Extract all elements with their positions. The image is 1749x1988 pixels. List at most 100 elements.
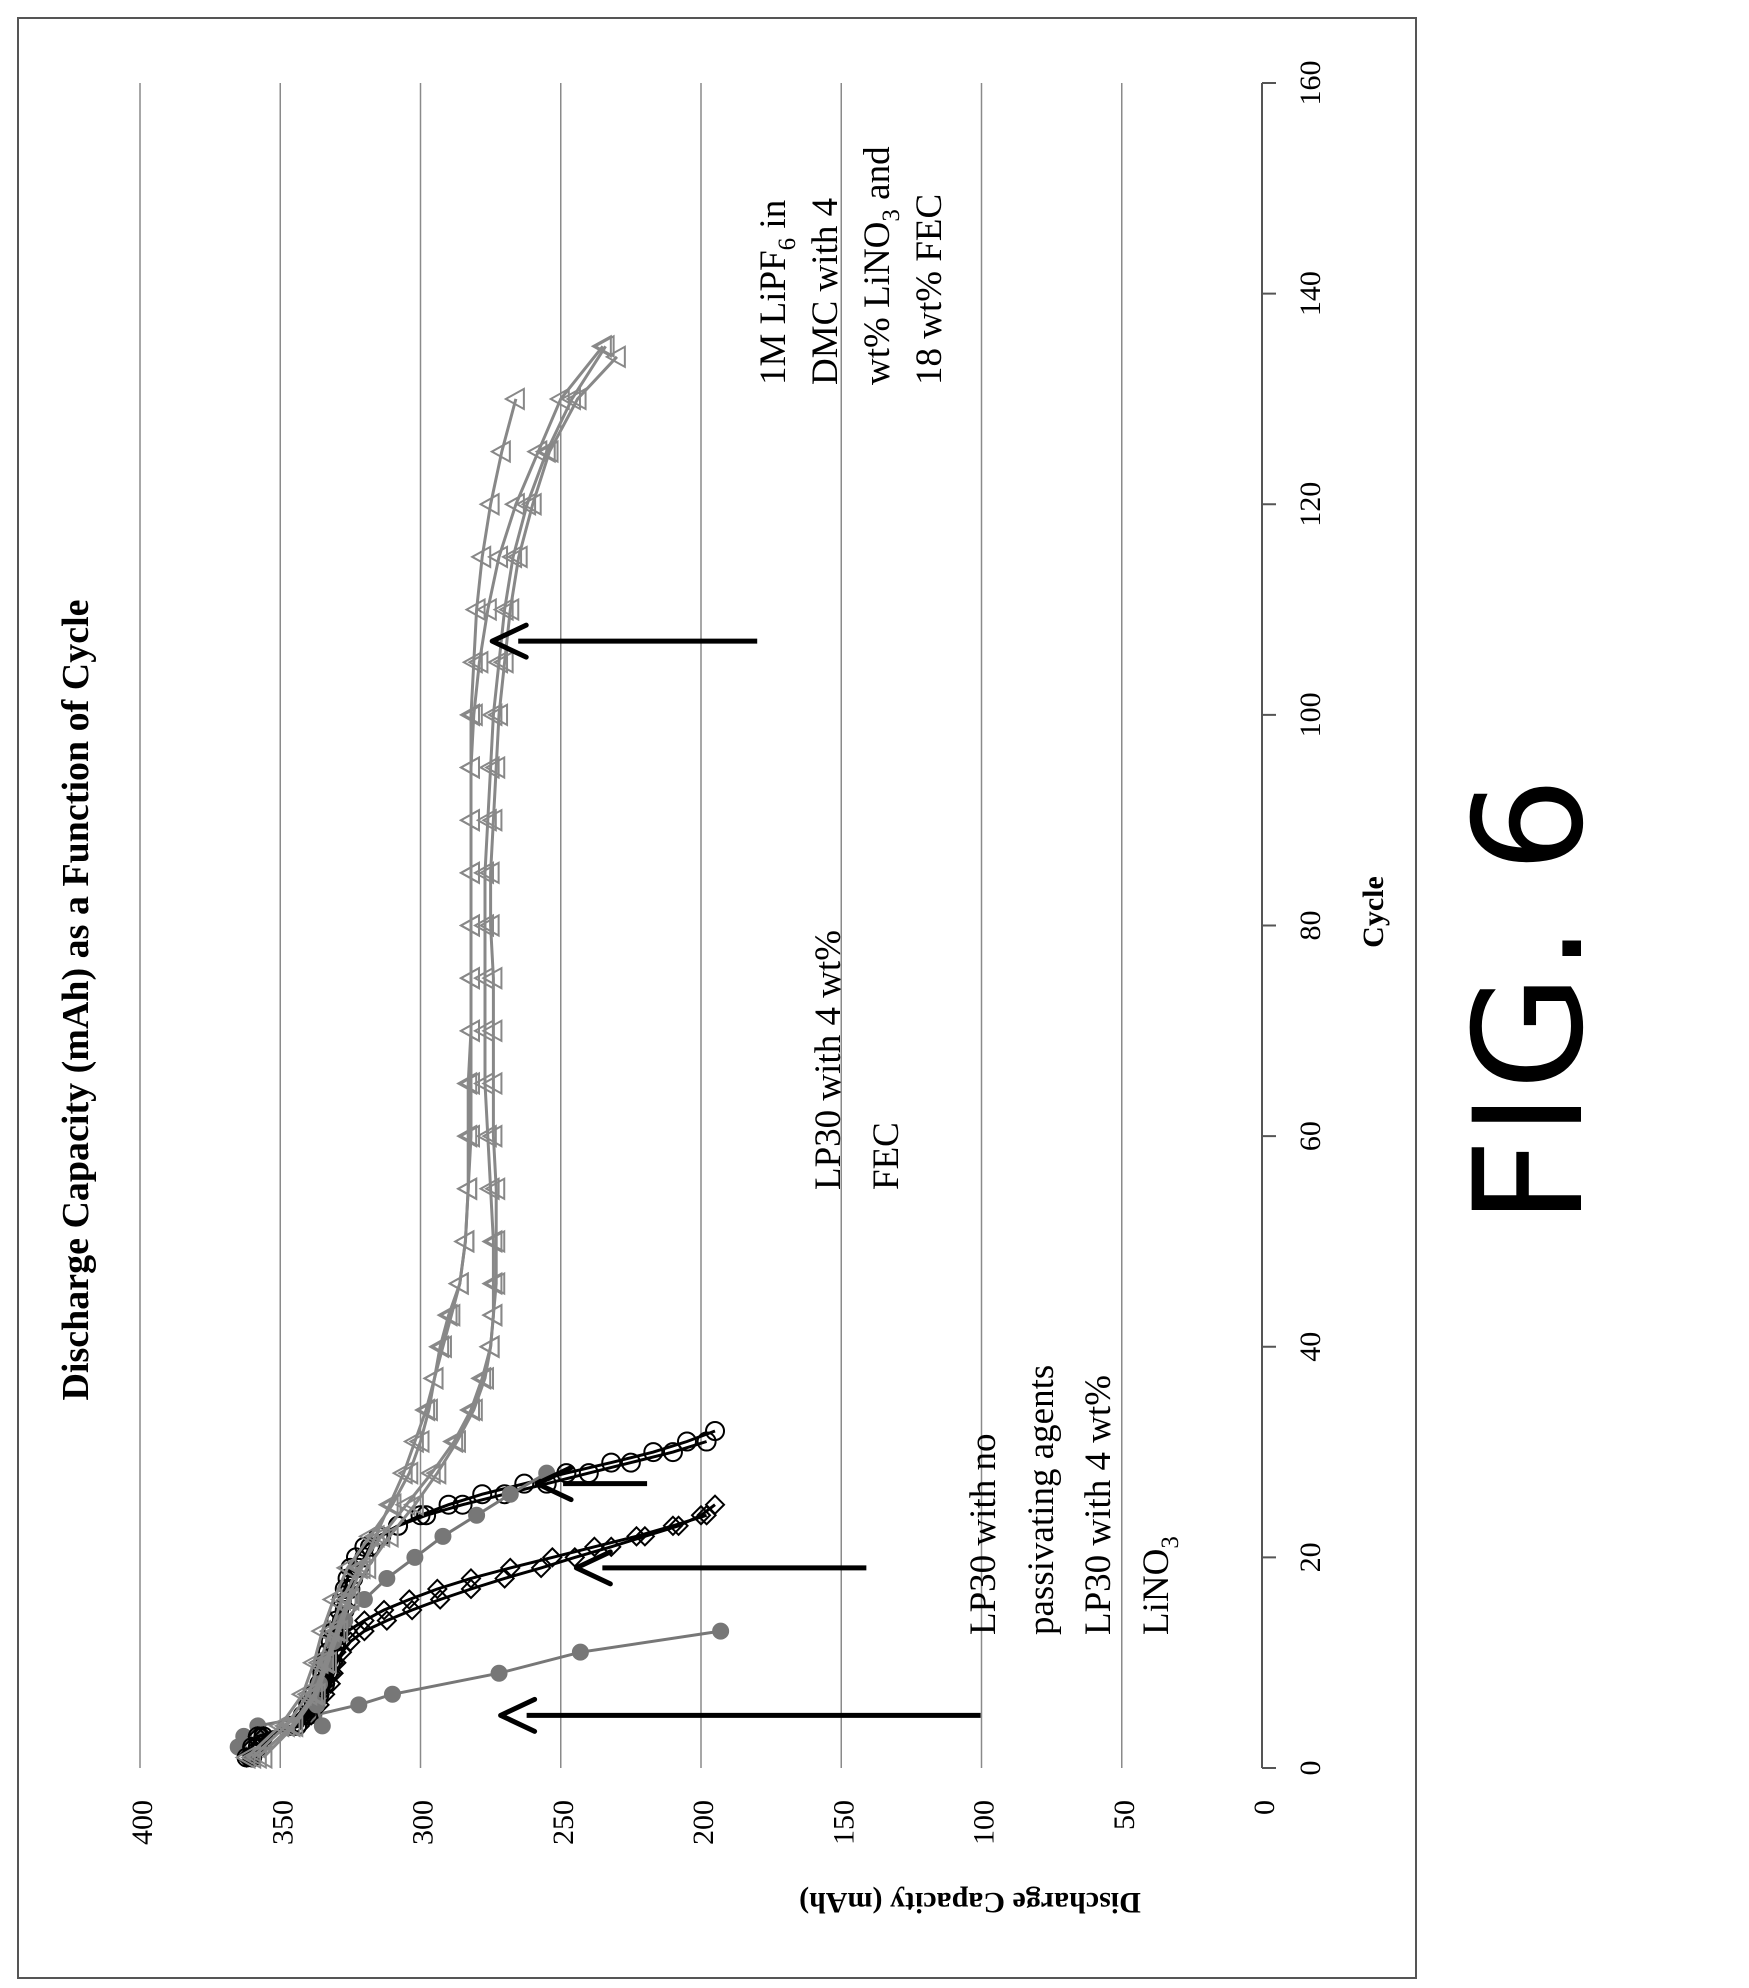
axes: 0 50 100 150 200 250 300 350 400 0 20 40 60 80 100 120 1… xyxy=(126,61,1327,1846)
data-point xyxy=(534,439,556,464)
data-point xyxy=(401,1599,423,1621)
data-point xyxy=(373,1599,395,1621)
figure-label: FIG. 6 xyxy=(1443,775,1617,1225)
data-point xyxy=(593,334,615,358)
data-point xyxy=(458,703,480,727)
data-point xyxy=(377,1524,399,1549)
data-point xyxy=(484,1177,506,1201)
y-tick-label: 400 xyxy=(126,1800,159,1845)
data-point xyxy=(481,808,503,832)
data-point xyxy=(600,1536,622,1558)
arrow-head xyxy=(498,1696,538,1734)
data-point xyxy=(475,1124,497,1148)
data-point xyxy=(444,1429,466,1454)
data-point xyxy=(494,1568,516,1589)
data-point xyxy=(634,1525,656,1547)
arrow-head xyxy=(573,1549,613,1587)
data-point xyxy=(456,1177,478,1201)
data-point xyxy=(408,1429,430,1454)
data-point xyxy=(643,1442,664,1463)
data-point xyxy=(453,1229,475,1254)
annotation-lp30-none: LP30 with no passivating agents xyxy=(963,1365,1062,1635)
data-point xyxy=(676,1431,697,1452)
data-point xyxy=(458,1019,480,1043)
data-point xyxy=(481,1124,503,1148)
arrow-head xyxy=(534,1465,574,1503)
data-point xyxy=(501,545,523,569)
x-tick-label: 80 xyxy=(1294,911,1327,941)
data-point xyxy=(313,1650,335,1675)
data-point xyxy=(327,1619,349,1643)
series-line xyxy=(245,345,604,1759)
data-point xyxy=(353,1620,375,1642)
data-point xyxy=(571,1643,589,1661)
data-point xyxy=(438,1494,459,1515)
data-point xyxy=(426,1578,448,1600)
data-point xyxy=(398,1589,420,1610)
data-point xyxy=(484,1271,506,1296)
data-point xyxy=(301,1650,323,1675)
data-point xyxy=(430,1335,452,1359)
data-point xyxy=(478,861,500,885)
gridlines xyxy=(139,83,1123,1768)
chart-border xyxy=(17,17,1417,1979)
data-point xyxy=(377,1493,399,1517)
data-point xyxy=(705,1421,726,1441)
data-point xyxy=(468,1506,486,1524)
data-point xyxy=(514,1473,535,1494)
data-point xyxy=(402,1493,424,1517)
data-point xyxy=(245,1745,267,1770)
data-point xyxy=(470,1366,492,1391)
data-point xyxy=(428,1335,450,1359)
data-point xyxy=(472,861,495,885)
data-point xyxy=(662,1442,683,1463)
data-point xyxy=(240,1745,262,1770)
data-point xyxy=(472,966,495,990)
chart-text: Discharge Capacity (mAh) as a Function o… xyxy=(55,599,1390,1919)
data-point xyxy=(349,1556,371,1580)
annotation-arrows xyxy=(489,622,981,1734)
data-point xyxy=(506,545,528,569)
data-point xyxy=(484,1229,506,1254)
data-point xyxy=(478,1335,500,1359)
data-point xyxy=(486,703,509,727)
data-point xyxy=(478,913,500,938)
series-line xyxy=(251,355,618,1759)
data-point xyxy=(470,545,492,569)
data-point xyxy=(376,1610,398,1631)
data-point xyxy=(712,1622,730,1640)
y-tick-label: 150 xyxy=(827,1800,860,1845)
data-point xyxy=(492,650,514,674)
data-point xyxy=(313,1717,331,1735)
annotation-lp30-linitrate: LP30 with 4 wt% LiNO3 xyxy=(1078,1366,1184,1635)
data-point xyxy=(472,1019,495,1043)
data-point xyxy=(481,1271,503,1296)
data-point xyxy=(406,1548,424,1566)
data-point xyxy=(478,492,500,516)
data-point xyxy=(559,387,581,411)
annotation-lipf6: 1M LiPF6 in DMC with 4 wt% LiNO3 and 18 … xyxy=(753,137,950,385)
data-series xyxy=(229,334,730,1770)
x-tick-label: 120 xyxy=(1294,482,1327,527)
data-point xyxy=(402,1429,424,1454)
data-point xyxy=(282,1714,304,1738)
data-point xyxy=(492,597,514,622)
data-point xyxy=(690,1504,712,1526)
x-tick-label: 140 xyxy=(1294,271,1327,316)
data-point xyxy=(378,1569,396,1587)
data-point xyxy=(541,1546,563,1568)
data-point xyxy=(251,1745,273,1770)
data-point xyxy=(704,1494,726,1516)
data-point xyxy=(481,1229,503,1254)
data-point xyxy=(461,1398,483,1422)
y-tick-label: 100 xyxy=(968,1800,1001,1845)
data-point xyxy=(662,1515,684,1537)
data-point xyxy=(472,1484,493,1505)
data-point xyxy=(315,1650,337,1675)
y-axis-label: Discharge Capacity (mAh) xyxy=(799,1886,1141,1919)
series-line xyxy=(262,345,607,1759)
data-point xyxy=(481,1303,503,1327)
data-point xyxy=(481,703,503,727)
data-point xyxy=(460,1578,482,1600)
